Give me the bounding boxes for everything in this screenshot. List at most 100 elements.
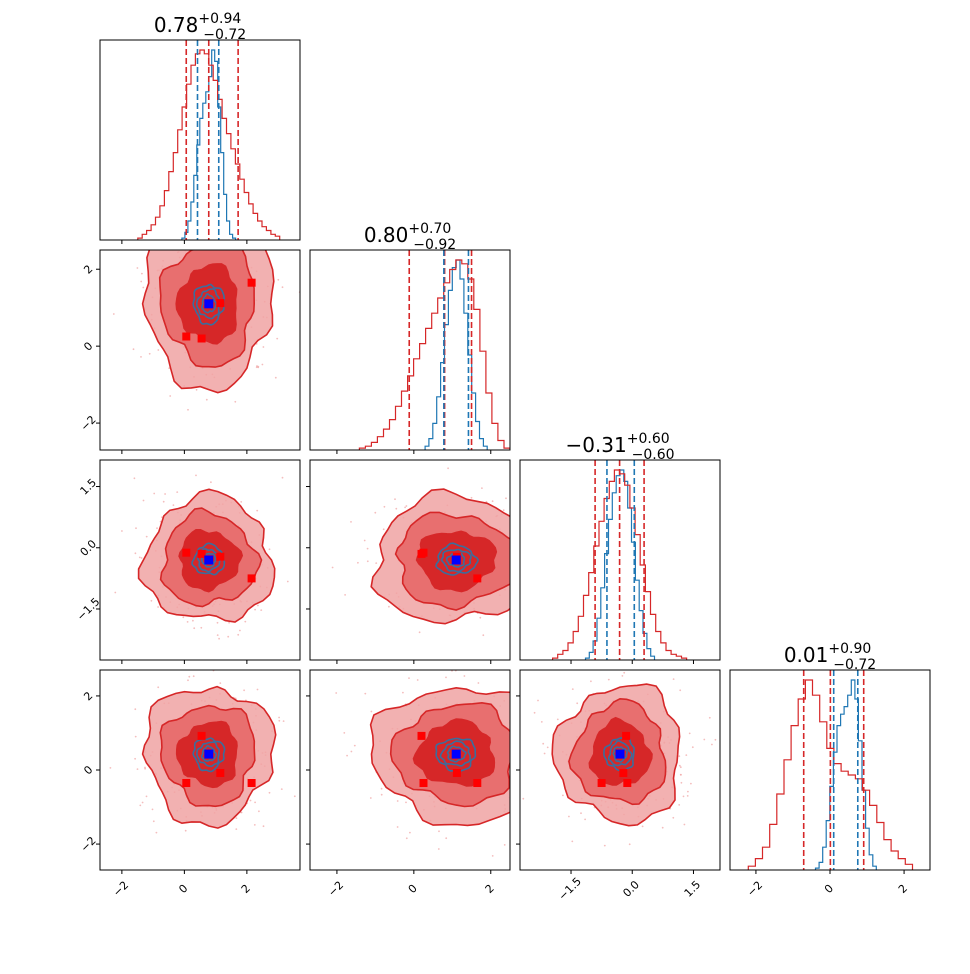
x-tick-label: 0	[176, 882, 190, 896]
scatter-point	[293, 795, 296, 798]
scatter-point	[524, 592, 526, 594]
y-tick-label: 0	[81, 339, 95, 353]
panel-2-0: −1.50.01.5	[74, 459, 301, 666]
scatter-point	[679, 766, 682, 769]
scatter-point	[234, 400, 237, 403]
scatter-point	[546, 746, 549, 749]
scatter-point	[138, 556, 141, 559]
scatter-point	[144, 767, 146, 770]
scatter-point	[164, 493, 166, 495]
scatter-point	[512, 567, 514, 569]
marker-red-3	[597, 779, 606, 787]
marker-red-0	[419, 779, 428, 787]
scatter-point	[685, 754, 688, 756]
scatter-point	[256, 509, 259, 512]
scatter-point	[548, 584, 550, 586]
scatter-point	[505, 497, 507, 500]
scatter-point	[231, 217, 233, 219]
marker-red-3	[247, 779, 256, 787]
scatter-point	[188, 675, 191, 678]
scatter-point	[513, 765, 515, 767]
scatter-point	[388, 605, 390, 608]
scatter-point	[174, 213, 176, 215]
scatter-point	[94, 352, 96, 354]
scatter-point	[186, 621, 189, 623]
scatter-point	[244, 620, 247, 623]
marker-red-1	[197, 731, 206, 740]
scatter-point	[156, 527, 158, 530]
contour-blue-2	[612, 746, 628, 763]
marker-red-0	[182, 548, 191, 557]
scatter-point	[157, 349, 160, 351]
y-tick-label: 0.0	[78, 537, 100, 559]
panel-frame	[99, 39, 301, 241]
panel-3-2: −1.5 0.0 1.5	[516, 669, 721, 903]
scatter-point	[260, 609, 263, 611]
scatter-point	[522, 797, 525, 800]
title-minus-0: −0.72	[203, 27, 246, 43]
contour-blue-0	[435, 542, 480, 576]
scatter-point	[396, 800, 399, 802]
scatter-point	[691, 746, 694, 749]
scatter-point	[517, 793, 519, 795]
title-value-3: 0.01	[784, 643, 829, 667]
title-minus-1: −0.92	[413, 237, 456, 253]
scatter-point	[205, 398, 208, 401]
title-plus-0: +0.94	[198, 11, 241, 27]
scatter-point	[194, 664, 196, 666]
scatter-point	[511, 545, 513, 547]
scatter-point	[566, 716, 568, 718]
scatter-point	[261, 363, 264, 366]
scatter-point	[344, 594, 346, 596]
scatter-point	[405, 505, 408, 507]
scatter-point	[374, 511, 377, 514]
x-tick-label: −2	[745, 879, 766, 900]
marker-red-0	[623, 779, 632, 787]
contour-blue-0	[191, 542, 226, 576]
contour-blue-1	[196, 741, 221, 768]
scatter-point	[228, 621, 231, 624]
scatter-point	[686, 795, 689, 797]
marker-blue	[204, 555, 214, 565]
scatter-point	[682, 795, 685, 798]
contour-blue-1	[439, 740, 471, 767]
scatter-point	[537, 699, 539, 702]
scatter-point	[364, 692, 367, 695]
scatter-point	[672, 816, 675, 819]
scatter-point	[366, 560, 369, 563]
scatter-point	[145, 535, 148, 538]
scatter-point	[139, 804, 142, 807]
marker-red-0	[182, 332, 191, 341]
scatter-point	[437, 848, 440, 850]
scatter-point	[511, 746, 513, 748]
panel-1-0: −2 0 2	[78, 213, 301, 454]
scatter-point	[517, 696, 519, 698]
scatter-point	[513, 541, 515, 543]
scatter-point	[603, 844, 606, 847]
scatter-point	[350, 521, 352, 523]
scatter-point	[529, 537, 531, 539]
y-tick-label: 2	[81, 263, 95, 277]
scatter-point	[246, 228, 248, 230]
scatter-point	[409, 831, 411, 834]
scatter-point	[395, 507, 398, 510]
scatter-point	[416, 679, 419, 681]
scatter-point	[134, 708, 137, 711]
marker-red-2	[216, 299, 225, 308]
y-tick-label: −2	[78, 413, 99, 434]
scatter-point	[141, 272, 143, 275]
scatter-point	[447, 467, 449, 470]
contour-blue-1	[440, 548, 472, 573]
scatter-point	[438, 830, 440, 833]
contour-blue-1	[607, 739, 633, 767]
scatter-point	[200, 626, 203, 629]
scatter-point	[254, 801, 256, 804]
y-tick-label: 2	[81, 689, 95, 703]
panel-content	[109, 670, 296, 834]
panel-content	[331, 467, 591, 637]
scatter-point	[195, 243, 197, 245]
scatter-point	[418, 631, 421, 634]
scatter-point	[589, 585, 591, 587]
scatter-point	[109, 767, 112, 769]
